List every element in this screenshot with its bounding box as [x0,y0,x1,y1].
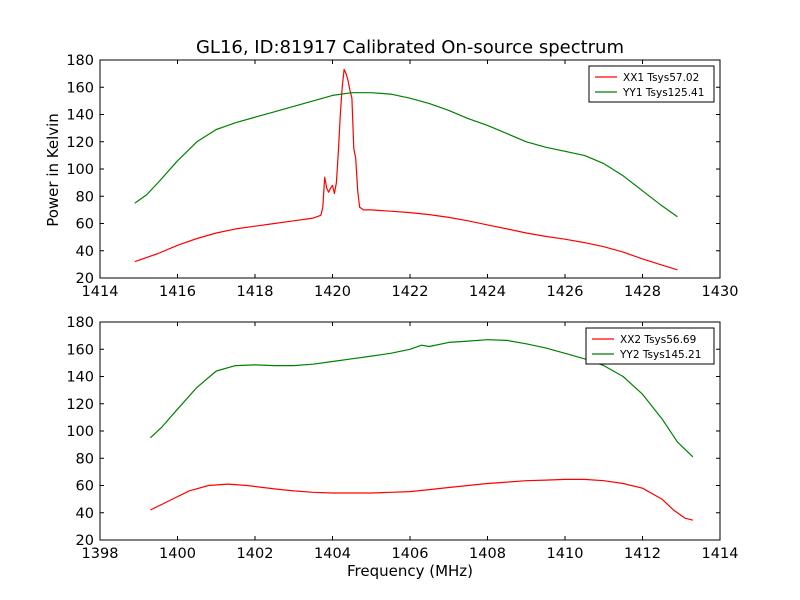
x-tick-label: 1398 [82,546,119,562]
series-line-xx1 [134,68,678,271]
panel-bottom: 1398 1400 1402 1404 1406 1408 1410 1412 1414 20 40… [66,315,738,562]
y-tick-label: 80 [76,189,94,205]
y-tick-label: 160 [66,80,94,96]
y-tick-label: 20 [76,533,94,549]
y-axis-label: Power in Kelvin [44,113,62,227]
y-tick-label: 60 [76,217,94,233]
y-tick-label: 180 [66,315,94,331]
x-tick-label: 1424 [469,284,506,300]
x-tick-label: 1414 [702,546,739,562]
y-tick-label: 60 [76,479,94,495]
y-tick-label: 180 [66,53,94,69]
legend-label: YY1 Tsys125.41 [622,87,704,99]
legend-box [585,327,715,365]
y-tick-label: 100 [66,162,94,178]
y-tick-label: 20 [76,271,94,287]
y-tick-label: 140 [66,108,94,124]
x-tick-label: 1422 [392,284,429,300]
series-line-xx2 [150,478,694,521]
x-tick-label: 1410 [547,546,584,562]
x-tick-label: 1402 [237,546,274,562]
y-tick-label: 160 [66,342,94,358]
x-tick-label: 1418 [237,284,274,300]
y-tick-label: 140 [66,370,94,386]
x-tick-label: 1426 [547,284,584,300]
x-tick-label: 1414 [82,284,119,300]
y-tick-label: 120 [66,397,94,413]
legend-box [588,65,715,103]
series-line-yy1 [134,92,678,218]
x-tick-label: 1420 [314,284,351,300]
series-line-yy2 [149,339,694,458]
chart-title: GL16, ID:81917 Calibrated On-source spec… [196,37,624,58]
x-tick-label: 1406 [392,546,429,562]
legend: XX1 Tsys57.02 YY1 Tsys125.41 [588,65,715,103]
legend-label: XX2 Tsys56.69 [620,334,696,346]
y-tick-label: 40 [76,506,94,522]
x-tick-label: 1430 [702,284,739,300]
x-tick-label: 1412 [624,546,661,562]
y-tick-label: 120 [66,135,94,151]
legend-label: YY2 Tsys145.21 [619,349,701,361]
y-tick-label: 80 [76,451,94,467]
x-axis-label: Frequency (MHz) [347,562,473,580]
panel-top: 1414 1416 1418 1420 1422 1424 1426 1428 1430 20 40… [66,53,738,300]
legend-label: XX1 Tsys57.02 [623,72,699,84]
x-tick-label: 1408 [469,546,506,562]
x-tick-label: 1428 [624,284,661,300]
x-tick-label: 1416 [159,284,196,300]
y-tick-label: 100 [66,424,94,440]
x-tick-label: 1400 [159,546,196,562]
legend: XX2 Tsys56.69 YY2 Tsys145.21 [585,327,715,365]
y-tick-label: 40 [76,244,94,260]
x-tick-label: 1404 [314,546,351,562]
